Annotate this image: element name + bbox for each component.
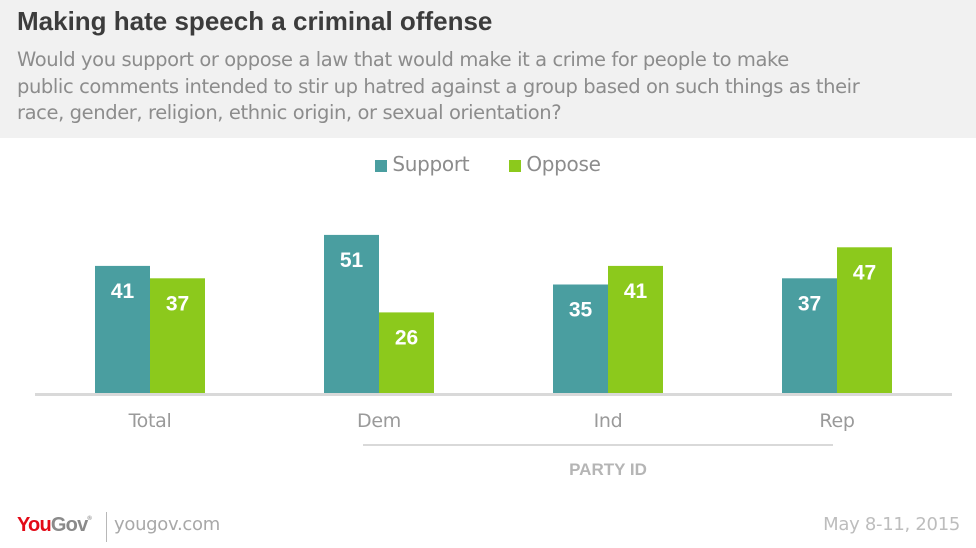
- data-label-oppose-dem: 26: [395, 326, 418, 349]
- legend-swatch-support: [375, 159, 388, 172]
- chart-title: Making hate speech a criminal offense: [17, 6, 493, 36]
- logo-you: You: [17, 514, 52, 536]
- bar-oppose-ind: [608, 265, 663, 393]
- data-label-support-dem: 51: [340, 249, 364, 272]
- data-label-support-rep: 37: [798, 292, 821, 315]
- footer-divider: [106, 512, 107, 542]
- data-label-oppose-ind: 41: [624, 280, 648, 303]
- subtitle-line: race, gender, religion, ethnic origin, o…: [17, 101, 562, 124]
- category-label-dem: Dem: [357, 410, 401, 432]
- bar-support-rep: [782, 278, 837, 393]
- category-label-total: Total: [128, 410, 172, 432]
- bar-oppose-rep: [837, 247, 892, 393]
- bar-support-total: [95, 265, 150, 393]
- data-label-support-total: 41: [111, 280, 135, 303]
- logo-registered-mark: ®: [87, 516, 92, 522]
- yougov-logo: YouGov®: [17, 514, 92, 537]
- legend-item-oppose: Oppose: [487, 152, 601, 176]
- subtitle-line: public comments intended to stir up hatr…: [17, 74, 860, 98]
- category-label-ind: Ind: [594, 410, 623, 432]
- party-id-group-label: PARTY ID: [569, 460, 647, 479]
- bar-support-dem: [324, 234, 379, 393]
- bar-oppose-total: [150, 278, 205, 393]
- chart-subtitle: Would you support or oppose a law that w…: [17, 47, 967, 127]
- legend-label-support: Support: [392, 152, 470, 176]
- party-id-group-line: [363, 444, 833, 446]
- footer-site: yougov.com: [114, 514, 220, 535]
- x-axis-baseline: [35, 393, 952, 396]
- legend: Support Oppose: [0, 152, 976, 176]
- bar-oppose-dem: [379, 312, 434, 393]
- data-label-support-ind: 35: [569, 299, 593, 322]
- logo-gov: Gov: [50, 514, 88, 536]
- data-label-oppose-total: 37: [166, 292, 189, 315]
- legend-label-oppose: Oppose: [526, 152, 601, 176]
- footer-date: May 8-11, 2015: [823, 514, 960, 535]
- legend-swatch-oppose: [509, 159, 522, 172]
- legend-item-support: Support: [375, 152, 470, 176]
- data-label-oppose-rep: 47: [853, 261, 876, 284]
- subtitle-line: Would you support or oppose a law that w…: [17, 48, 789, 71]
- category-label-rep: Rep: [819, 410, 854, 432]
- header: Making hate speech a criminal offense Wo…: [0, 0, 976, 138]
- bar-support-ind: [553, 284, 608, 393]
